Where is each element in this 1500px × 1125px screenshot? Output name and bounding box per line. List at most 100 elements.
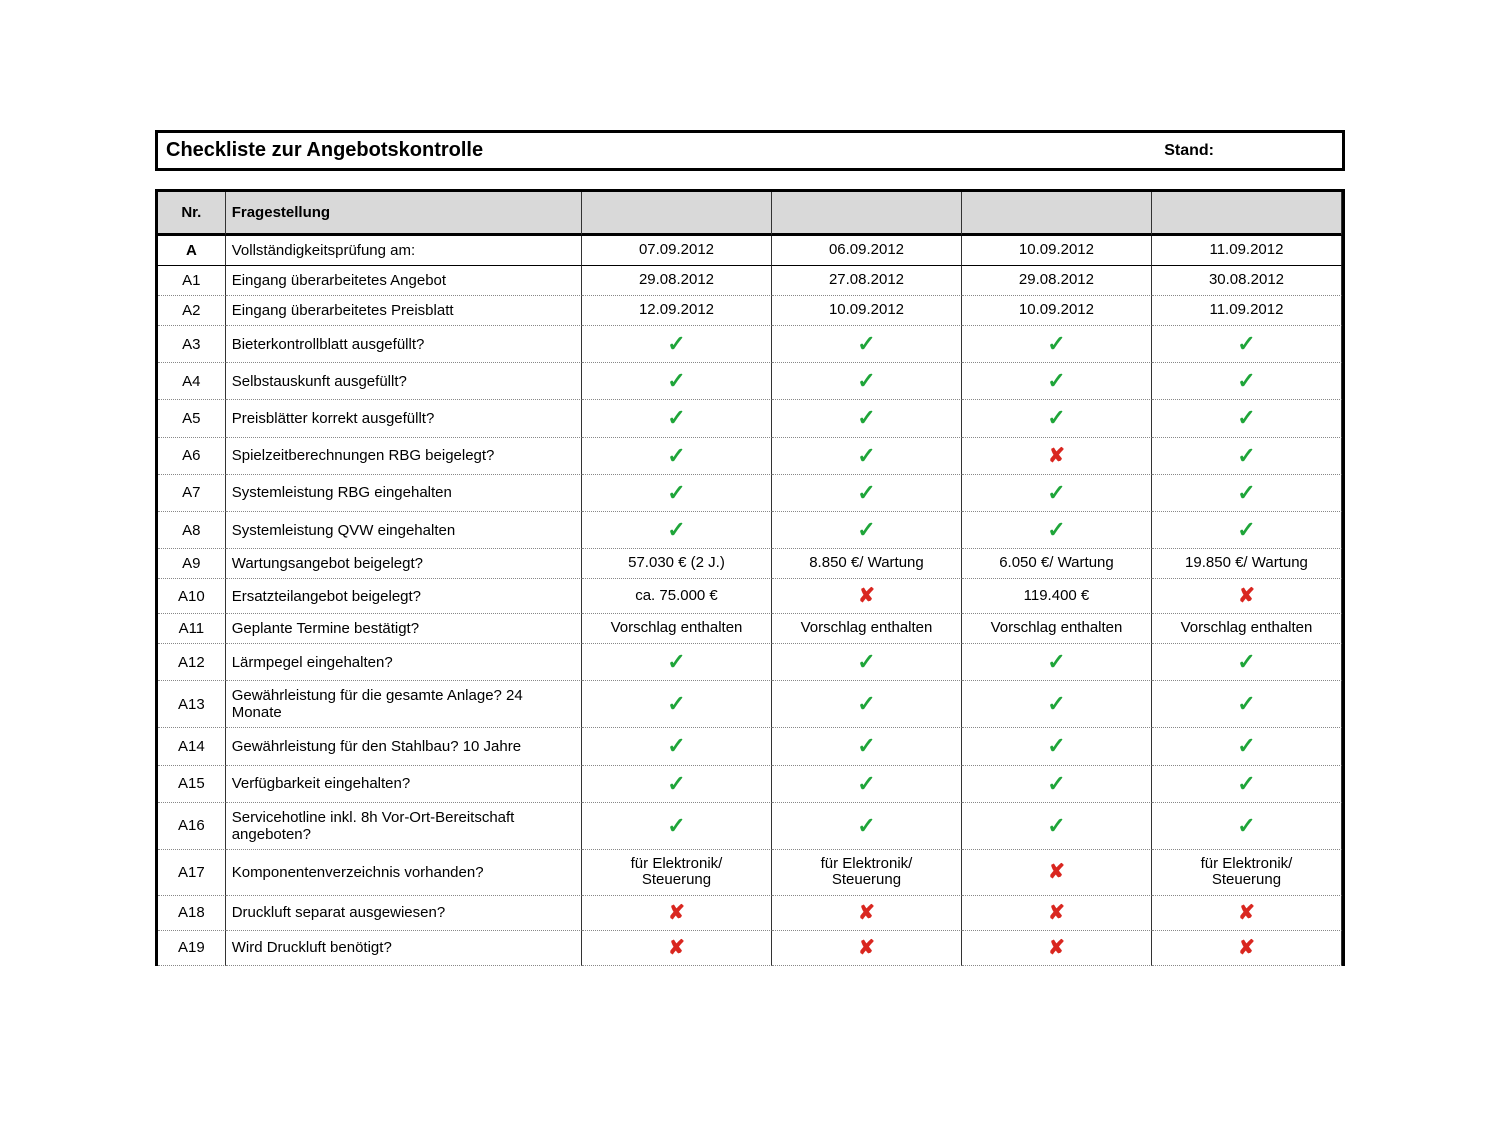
table-row: A16Servicehotline inkl. 8h Vor-Ort-Berei…: [158, 803, 1342, 850]
cell-question: Preisblätter korrekt ausgefüllt?: [226, 400, 582, 437]
check-icon: ✓: [857, 331, 875, 356]
cell-value: ✓: [772, 400, 962, 437]
cell-value: 29.08.2012: [582, 266, 772, 296]
table-header-row: Nr. Fragestellung: [158, 192, 1342, 236]
cross-icon: ✘: [1048, 445, 1065, 467]
cell-text: Vorschlag enthalten: [1181, 619, 1313, 636]
check-icon: ✓: [1237, 517, 1255, 542]
cell-value: für Elektronik/Steuerung: [1152, 850, 1342, 896]
cell-question: Servicehotline inkl. 8h Vor-Ort-Bereitsc…: [226, 803, 582, 850]
cell-value: ✓: [582, 766, 772, 803]
cell-question: Gewährleistung für die gesamte Anlage? 2…: [226, 681, 582, 728]
check-icon: ✓: [1237, 405, 1255, 430]
cell-nr: A8: [158, 512, 226, 549]
check-icon: ✓: [667, 649, 685, 674]
table-row: A3Bieterkontrollblatt ausgefüllt?✓✓✓✓: [158, 326, 1342, 363]
table-row: A5Preisblätter korrekt ausgefüllt?✓✓✓✓: [158, 400, 1342, 437]
cell-value: ✓: [962, 803, 1152, 850]
check-icon: ✓: [857, 649, 875, 674]
table-row: A12Lärmpegel eingehalten?✓✓✓✓: [158, 644, 1342, 681]
table-row: A4Selbstauskunft ausgefüllt?✓✓✓✓: [158, 363, 1342, 400]
check-icon: ✓: [1047, 368, 1065, 393]
cell-nr: A10: [158, 579, 226, 614]
check-icon: ✓: [857, 368, 875, 393]
check-icon: ✓: [857, 443, 875, 468]
cell-value: Vorschlag enthalten: [1152, 614, 1342, 644]
cell-value: für Elektronik/Steuerung: [772, 850, 962, 896]
cell-value: ✓: [772, 803, 962, 850]
cell-question: Vollständigkeitsprüfung am:: [226, 236, 582, 266]
cell-question: Komponentenverzeichnis vorhanden?: [226, 850, 582, 896]
cell-question: Wird Druckluft benötigt?: [226, 931, 582, 966]
table-row: A11Geplante Termine bestätigt?Vorschlag …: [158, 614, 1342, 644]
cell-question: Gewährleistung für den Stahlbau? 10 Jahr…: [226, 728, 582, 765]
check-icon: ✓: [1047, 405, 1065, 430]
cell-text: 10.09.2012: [829, 301, 904, 318]
cell-question: Geplante Termine bestätigt?: [226, 614, 582, 644]
cell-value: ✓: [1152, 728, 1342, 765]
cross-icon: ✘: [1048, 861, 1065, 883]
check-icon: ✓: [1237, 443, 1255, 468]
cell-value: ✓: [582, 400, 772, 437]
cross-icon: ✘: [1238, 937, 1255, 959]
cell-text: 57.030 € (2 J.): [628, 554, 725, 571]
check-icon: ✓: [1047, 480, 1065, 505]
check-icon: ✓: [1237, 368, 1255, 393]
cell-value: ✓: [772, 438, 962, 475]
check-icon: ✓: [1237, 733, 1255, 758]
cell-value: ✓: [582, 363, 772, 400]
cell-text: 29.08.2012: [1019, 271, 1094, 288]
cell-value: ✓: [582, 803, 772, 850]
check-icon: ✓: [1237, 480, 1255, 505]
cell-nr: A6: [158, 438, 226, 475]
cell-value: ✓: [962, 681, 1152, 728]
cell-value: ✓: [962, 728, 1152, 765]
cell-nr: A: [158, 236, 226, 266]
cell-value: ✘: [1152, 896, 1342, 931]
check-icon: ✓: [1047, 649, 1065, 674]
title-left: Checkliste zur Angebotskontrolle: [166, 139, 1164, 162]
table-row: A18Druckluft separat ausgewiesen?✘✘✘✘: [158, 896, 1342, 931]
cell-text: 10.09.2012: [1019, 301, 1094, 318]
table-row: A2Eingang überarbeitetes Preisblatt12.09…: [158, 296, 1342, 326]
cell-value: ✓: [772, 766, 962, 803]
cell-nr: A4: [158, 363, 226, 400]
check-icon: ✓: [667, 813, 685, 838]
check-icon: ✓: [1047, 517, 1065, 542]
cell-value: Vorschlag enthalten: [962, 614, 1152, 644]
cell-value: ✓: [582, 475, 772, 512]
cross-icon: ✘: [1048, 902, 1065, 924]
cell-value: ✓: [582, 681, 772, 728]
cell-value: ✓: [962, 326, 1152, 363]
cell-value: 10.09.2012: [772, 296, 962, 326]
cell-nr: A7: [158, 475, 226, 512]
cell-text: 06.09.2012: [829, 241, 904, 258]
cell-nr: A2: [158, 296, 226, 326]
table-row: A6Spielzeitberechnungen RBG beigelegt? ✓ ✓…: [158, 438, 1342, 475]
cell-nr: A19: [158, 931, 226, 966]
cell-value: ✓: [582, 728, 772, 765]
cell-question: Spielzeitberechnungen RBG beigelegt?: [226, 438, 582, 475]
title-right: Stand:: [1164, 142, 1334, 160]
cell-value: ✓: [962, 644, 1152, 681]
check-icon: ✓: [1047, 813, 1065, 838]
cell-nr: A3: [158, 326, 226, 363]
title-bar: Checkliste zur Angebotskontrolle Stand:: [155, 130, 1345, 171]
cell-value: ✘: [962, 850, 1152, 896]
table-row: A13Gewährleistung für die gesamte Anlage…: [158, 681, 1342, 728]
table-row: A19Wird Druckluft benötigt?✘✘✘✘: [158, 931, 1342, 966]
cell-value: ✓: [1152, 475, 1342, 512]
cell-question: Selbstauskunft ausgefüllt?: [226, 363, 582, 400]
cell-text: 30.08.2012: [1209, 271, 1284, 288]
cell-value: Vorschlag enthalten: [582, 614, 772, 644]
check-icon: ✓: [857, 405, 875, 430]
cell-value: ✓: [1152, 681, 1342, 728]
cell-nr: A11: [158, 614, 226, 644]
cell-value: ✓: [1152, 644, 1342, 681]
cell-value: 8.850 €/ Wartung: [772, 549, 962, 579]
cell-text: Vorschlag enthalten: [801, 619, 933, 636]
cell-text: 29.08.2012: [639, 271, 714, 288]
cell-value: ✓: [962, 766, 1152, 803]
checklist-table: Nr. Fragestellung AVollständigkeitsprüfu…: [155, 189, 1345, 966]
cell-value: ✓: [1152, 438, 1342, 475]
